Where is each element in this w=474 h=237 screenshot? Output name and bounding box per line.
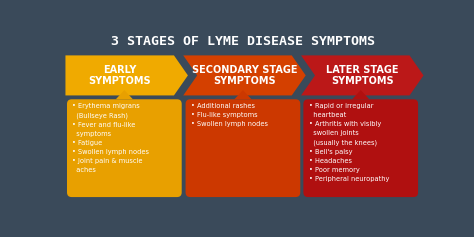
Polygon shape — [352, 90, 369, 99]
FancyBboxPatch shape — [186, 99, 300, 197]
Polygon shape — [235, 90, 251, 99]
FancyBboxPatch shape — [67, 99, 182, 197]
Polygon shape — [183, 55, 306, 96]
Polygon shape — [116, 90, 133, 99]
Text: SECONDARY STAGE
SYMPTOMS: SECONDARY STAGE SYMPTOMS — [191, 65, 297, 86]
Text: • Additional rashes
• Flu-like symptoms
• Swollen lymph nodes: • Additional rashes • Flu-like symptoms … — [191, 103, 268, 127]
Polygon shape — [301, 55, 423, 96]
FancyBboxPatch shape — [303, 99, 418, 197]
Text: LATER STAGE
SYMPTOMS: LATER STAGE SYMPTOMS — [326, 65, 399, 86]
Polygon shape — [65, 55, 188, 96]
Text: • Rapid or irregular
  heartbeat
• Arthritis with visibly
  swollen joints
  (us: • Rapid or irregular heartbeat • Arthrit… — [309, 103, 389, 182]
Text: • Erythema migrans
  (Bullseye Rash)
• Fever and flu-like
  symptoms
• Fatigue
•: • Erythema migrans (Bullseye Rash) • Fev… — [73, 103, 149, 173]
Text: 3 STAGES OF LYME DISEASE SYMPTOMS: 3 STAGES OF LYME DISEASE SYMPTOMS — [111, 35, 375, 48]
Text: EARLY
SYMPTOMS: EARLY SYMPTOMS — [88, 65, 151, 86]
